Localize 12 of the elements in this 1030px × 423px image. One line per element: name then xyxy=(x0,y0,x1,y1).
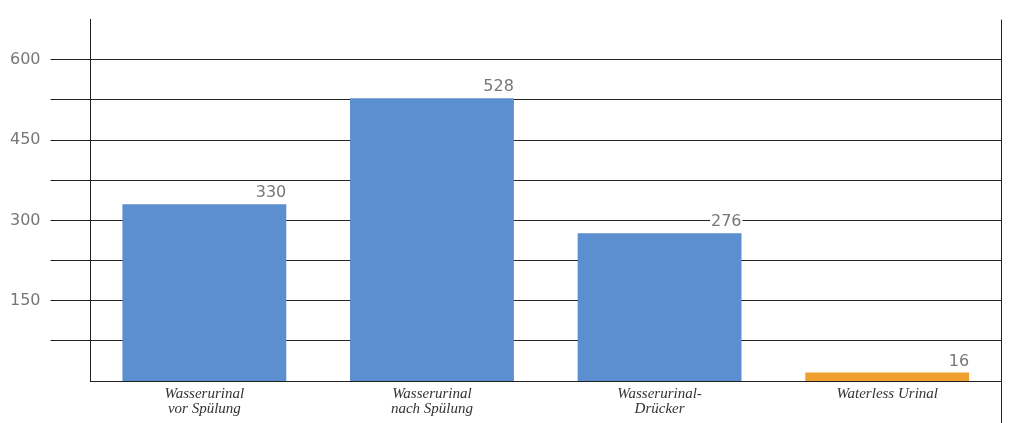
y-tick-label: 450 xyxy=(9,129,41,149)
data-label: 330 xyxy=(255,182,287,202)
x-tick-label: Wasserurinal- Drücker xyxy=(617,385,702,417)
y-tick-label: 150 xyxy=(9,289,41,309)
data-label: 528 xyxy=(483,76,514,96)
y-tick-label: 600 xyxy=(9,48,41,68)
x-tick-label: Waterless Urinal xyxy=(836,385,938,402)
x-tick-label: Wasserurinal nach Spülung xyxy=(390,385,474,417)
data-label: 16 xyxy=(948,350,970,370)
data-label: 276 xyxy=(710,211,742,231)
x-tick-label: Wasserurinal vor Spülung xyxy=(164,385,245,417)
y-tick-label: 300 xyxy=(9,209,41,229)
